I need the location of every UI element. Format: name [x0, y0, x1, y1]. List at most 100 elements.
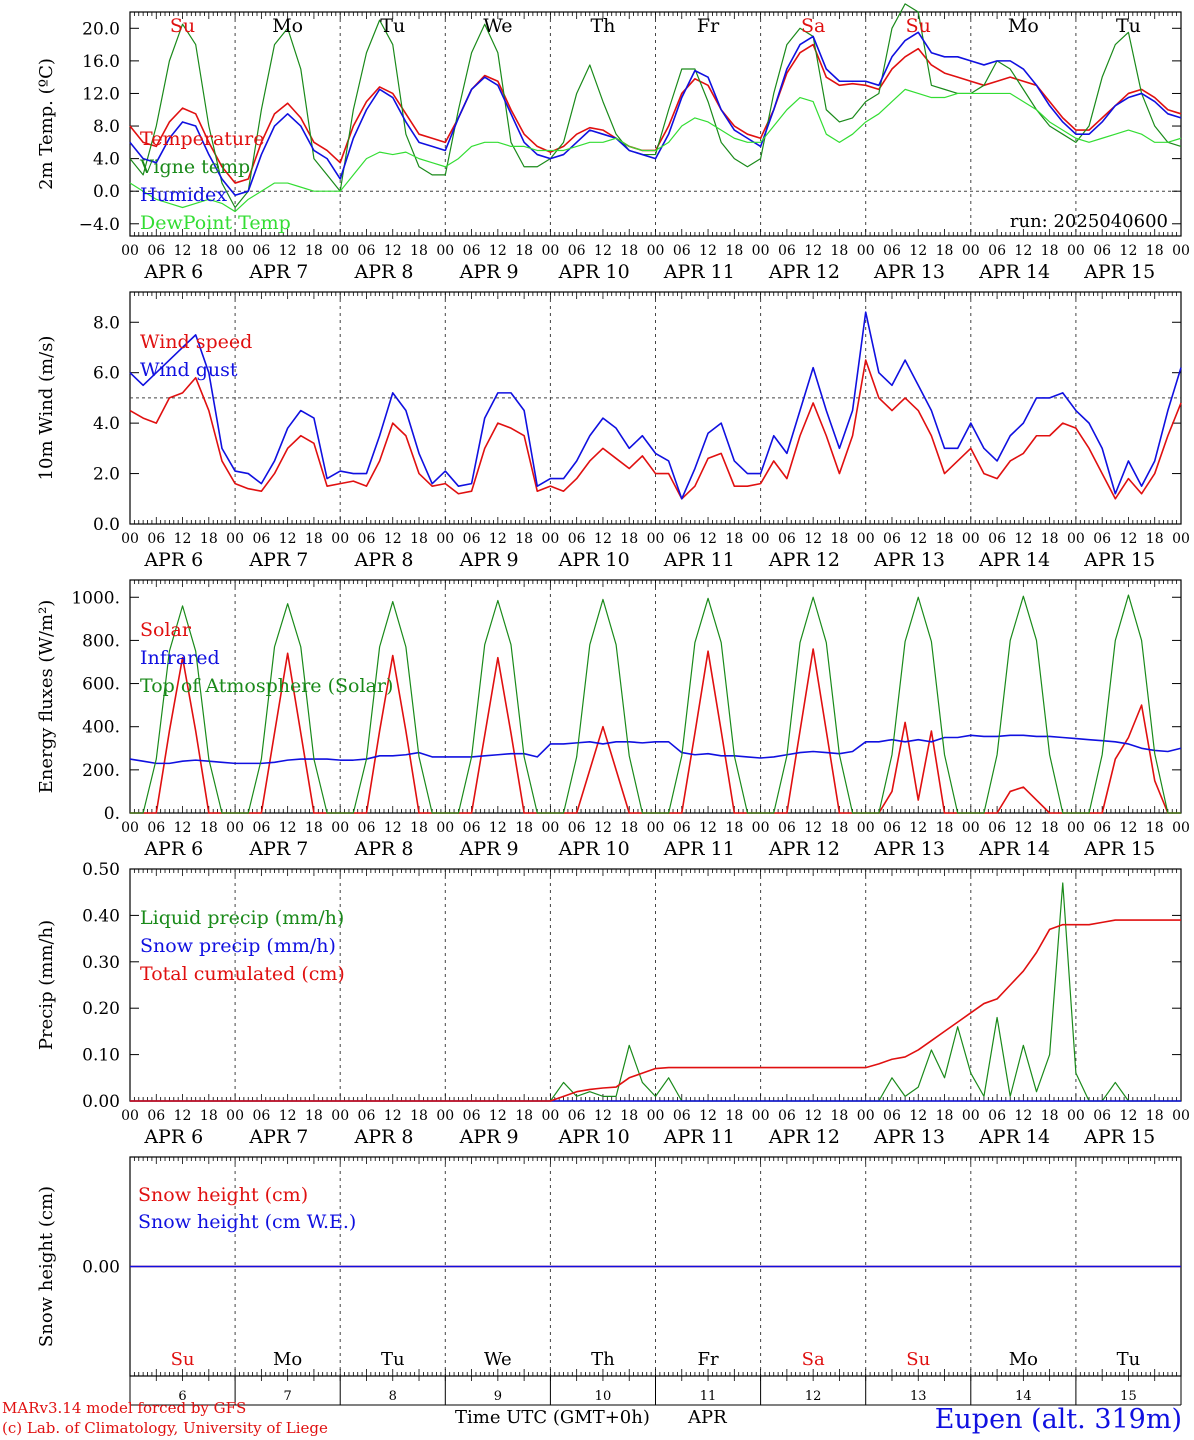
series-line: [130, 919, 1181, 1102]
date-label: APR 6: [143, 261, 203, 283]
hour-tick-label: 18: [515, 1108, 533, 1124]
hour-tick-label: 06: [673, 820, 691, 836]
hour-tick-label: 18: [410, 1108, 428, 1124]
hour-tick-label: 18: [305, 820, 323, 836]
panel-3: 1000. 800. 600. 400. 200. 0. Energy fluxes (W/…: [36, 579, 1190, 860]
y-tick-label: 0.0: [93, 515, 120, 535]
date-label: APR 14: [978, 261, 1050, 283]
date-label: APR 10: [558, 549, 630, 571]
hour-tick-label: 12: [174, 820, 192, 836]
series-line: [129, 88, 1182, 213]
hour-tick-label: 06: [673, 243, 691, 259]
hour-tick-label: 00: [541, 243, 559, 259]
hour-tick-label: 06: [252, 820, 270, 836]
hour-tick-label: 18: [1041, 1108, 1059, 1124]
hour-tick-label: 00: [331, 820, 349, 836]
y-tick-label: 0.40: [82, 906, 120, 926]
hour-tick-label: 00: [752, 1108, 770, 1124]
hour-tick-label: 12: [909, 820, 927, 836]
hour-tick-label: 12: [489, 243, 507, 259]
hour-tick-label: 00: [436, 1108, 454, 1124]
hour-tick-label: 12: [1120, 820, 1138, 836]
hour-tick-label: 06: [147, 531, 165, 547]
y-tick-label: 400.: [82, 718, 120, 738]
hour-tick-label: 12: [909, 531, 927, 547]
hour-tick-label: 18: [410, 820, 428, 836]
legend-entry: DewPoint Temp: [140, 212, 291, 234]
weekday-label: Fr: [698, 1349, 719, 1370]
hour-tick-label: 00: [1067, 820, 1085, 836]
date-label: APR 8: [354, 1126, 414, 1148]
hour-tick-label: 00: [436, 820, 454, 836]
hour-tick-label: 06: [463, 531, 481, 547]
hour-tick-label: 12: [384, 243, 402, 259]
hour-tick-label: 00: [647, 1108, 665, 1124]
date-label: APR 6: [143, 838, 203, 860]
y-tick-label: 2.0: [93, 465, 120, 485]
hour-tick-label: 06: [1093, 1108, 1111, 1124]
date-label: APR 12: [768, 549, 840, 571]
y-tick-label: 0.00: [82, 1258, 120, 1278]
panel-4: 0.50 0.40 0.30 0.20 0.10 0.00 Precip (mm/h) Liq…: [36, 860, 1190, 1148]
y-axis-label: 2m Temp. (ºC): [36, 58, 57, 190]
hour-tick-label: 18: [200, 531, 218, 547]
hour-tick-label: 00: [1067, 1108, 1085, 1124]
weekday-label: Tu: [380, 15, 405, 37]
y-tick-label: 16.0: [82, 52, 120, 72]
hour-tick-label: 18: [620, 531, 638, 547]
hour-tick-label: 12: [1014, 243, 1032, 259]
hour-tick-label: 00: [857, 243, 875, 259]
date-label: APR 15: [1083, 549, 1155, 571]
date-label: APR 9: [459, 1126, 519, 1148]
hour-ticks: [129, 292, 1182, 524]
hour-tick-label: 18: [725, 531, 743, 547]
weekday-label: Th: [590, 15, 615, 37]
date-label: APR 9: [459, 838, 519, 860]
series-line: [129, 31, 1182, 197]
hour-tick-label: 06: [883, 531, 901, 547]
hour-tick-label: 00: [1067, 243, 1085, 259]
hour-tick-label: 06: [883, 820, 901, 836]
day-number: 15: [1120, 1389, 1137, 1404]
y-tick-label: 8.0: [93, 117, 120, 137]
series-line: [130, 594, 1181, 814]
legend-entry: Total cumulated (cm): [140, 963, 345, 985]
hour-tick-label: 12: [909, 1108, 927, 1124]
hour-tick-label: 12: [594, 243, 612, 259]
legend-entry: Snow height (cm W.E.): [138, 1211, 356, 1233]
date-label: APR 14: [978, 549, 1050, 571]
hour-tick-label: 06: [463, 243, 481, 259]
hour-tick-label: 12: [1120, 531, 1138, 547]
hour-tick-label: 12: [279, 531, 297, 547]
date-label: APR 8: [354, 549, 414, 571]
hour-tick-label: 12: [489, 820, 507, 836]
hour-tick-label: 12: [1014, 1108, 1032, 1124]
weekday-label: Mo: [1009, 1349, 1038, 1370]
hour-tick-label: 00: [436, 243, 454, 259]
date-label: APR 10: [558, 838, 630, 860]
weekday-label: Tu: [1117, 1349, 1141, 1370]
legend-entry: Wind gust: [140, 359, 238, 381]
date-label: APR 14: [978, 1126, 1050, 1148]
hour-tick-label: 12: [594, 1108, 612, 1124]
hour-tick-label: 06: [568, 531, 586, 547]
hour-tick-label: 00: [121, 243, 139, 259]
hour-tick-label: 06: [1093, 820, 1111, 836]
hour-tick-label: 00: [331, 1108, 349, 1124]
hour-tick-label: 06: [358, 243, 376, 259]
y-tick-label: 1000.: [71, 588, 120, 608]
y-axis-label: 10m Wind (m/s): [36, 336, 57, 481]
hour-tick-label: 06: [252, 243, 270, 259]
y-tick-label: 0.: [104, 804, 120, 824]
hour-tick-label: 18: [936, 1108, 954, 1124]
hour-tick-label: 12: [699, 531, 717, 547]
hour-tick-label: 18: [936, 243, 954, 259]
hour-tick-label: 12: [1120, 243, 1138, 259]
date-label: APR 8: [354, 261, 414, 283]
series-line: [129, 311, 1182, 500]
hour-tick-label: 18: [725, 243, 743, 259]
hour-tick-label: 18: [831, 531, 849, 547]
hour-tick-label: 18: [1041, 820, 1059, 836]
hour-tick-label: 00: [331, 243, 349, 259]
hour-tick-label: 06: [1093, 531, 1111, 547]
